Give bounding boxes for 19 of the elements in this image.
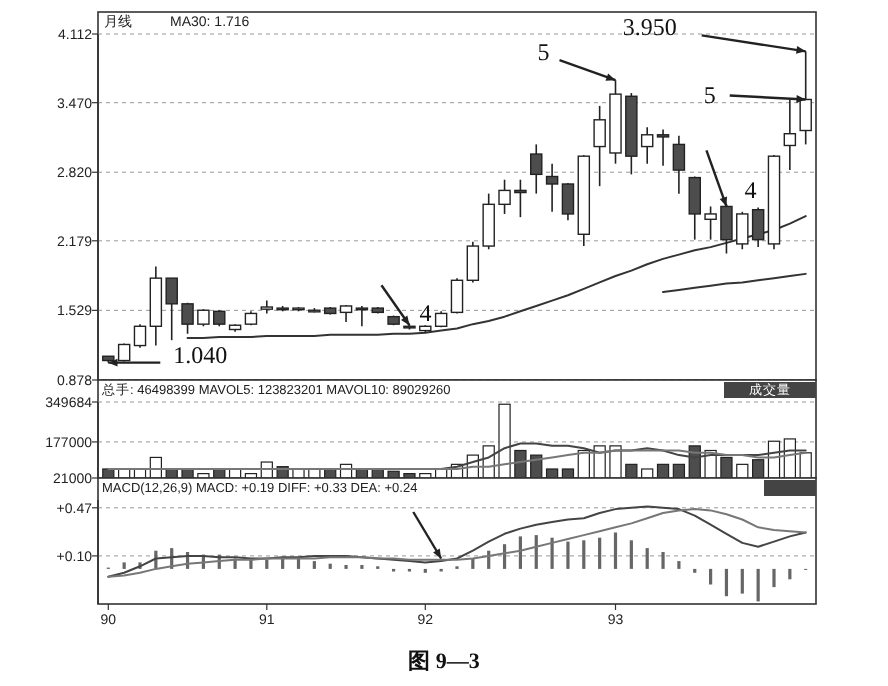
line-series xyxy=(107,449,807,470)
annotation: 3.950 xyxy=(622,13,677,42)
candlestick xyxy=(561,182,575,222)
candlestick xyxy=(450,277,464,315)
caption: 图 9—3 xyxy=(408,650,481,674)
candlestick xyxy=(530,143,543,195)
annotation: 1.040 xyxy=(173,340,228,369)
candlestick xyxy=(799,50,812,146)
line-series xyxy=(662,272,807,294)
annotation: 4 xyxy=(744,176,757,205)
candlestick xyxy=(355,305,369,328)
candlestick xyxy=(545,162,559,213)
candlestick xyxy=(783,98,797,171)
candlestick xyxy=(672,135,686,195)
annotation: 5 xyxy=(703,81,716,110)
candlestick xyxy=(133,323,147,349)
annotation: 5 xyxy=(537,38,550,67)
annotation: 4 xyxy=(419,299,432,328)
candlestick xyxy=(656,128,670,167)
